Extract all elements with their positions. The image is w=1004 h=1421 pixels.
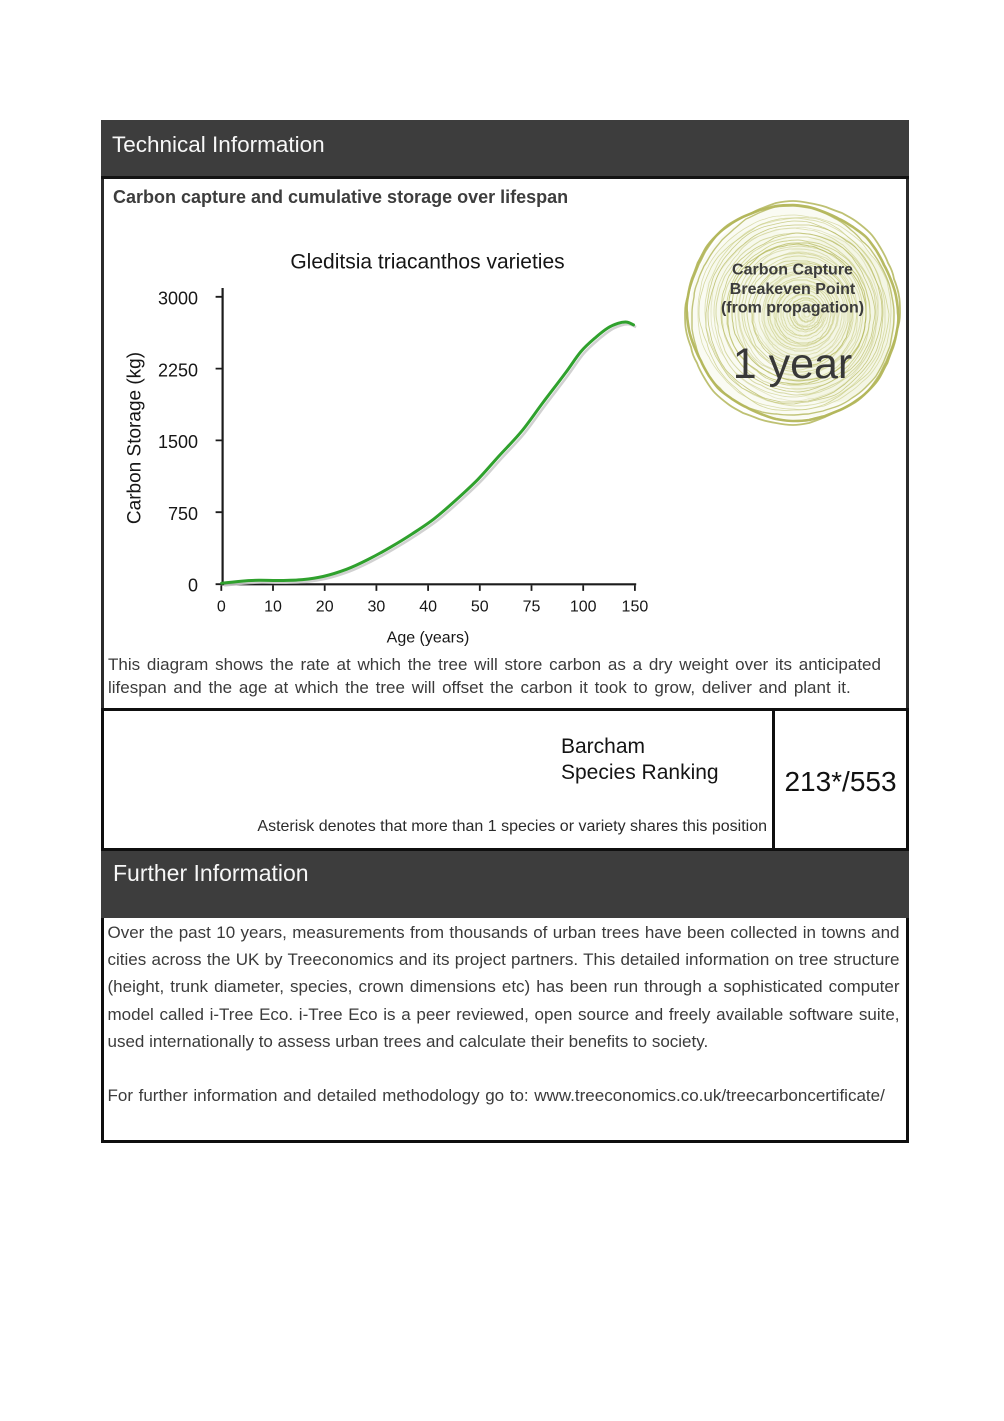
- svg-text:10: 10: [264, 599, 282, 616]
- svg-text:1 year: 1 year: [733, 340, 853, 388]
- svg-text:50: 50: [471, 599, 489, 616]
- svg-text:2250: 2250: [158, 360, 198, 380]
- svg-text:Carbon Capture: Carbon Capture: [732, 262, 853, 279]
- svg-text:100: 100: [570, 599, 597, 616]
- svg-text:Carbon Storage (kg): Carbon Storage (kg): [125, 352, 146, 524]
- svg-text:(from propagation): (from propagation): [721, 300, 864, 317]
- svg-text:75: 75: [523, 599, 541, 616]
- svg-text:3000: 3000: [158, 289, 198, 309]
- svg-text:0: 0: [188, 576, 198, 596]
- svg-text:40: 40: [419, 599, 437, 616]
- svg-text:20: 20: [316, 599, 334, 616]
- svg-text:150: 150: [622, 599, 649, 616]
- svg-text:Gleditsia triacanthos varietie: Gleditsia triacanthos varieties: [290, 251, 564, 274]
- svg-text:30: 30: [368, 599, 386, 616]
- svg-text:Age (years): Age (years): [387, 630, 470, 647]
- svg-text:0: 0: [217, 599, 226, 616]
- svg-text:750: 750: [168, 504, 198, 524]
- svg-text:Breakeven Point: Breakeven Point: [730, 281, 856, 298]
- svg-text:1500: 1500: [158, 432, 198, 452]
